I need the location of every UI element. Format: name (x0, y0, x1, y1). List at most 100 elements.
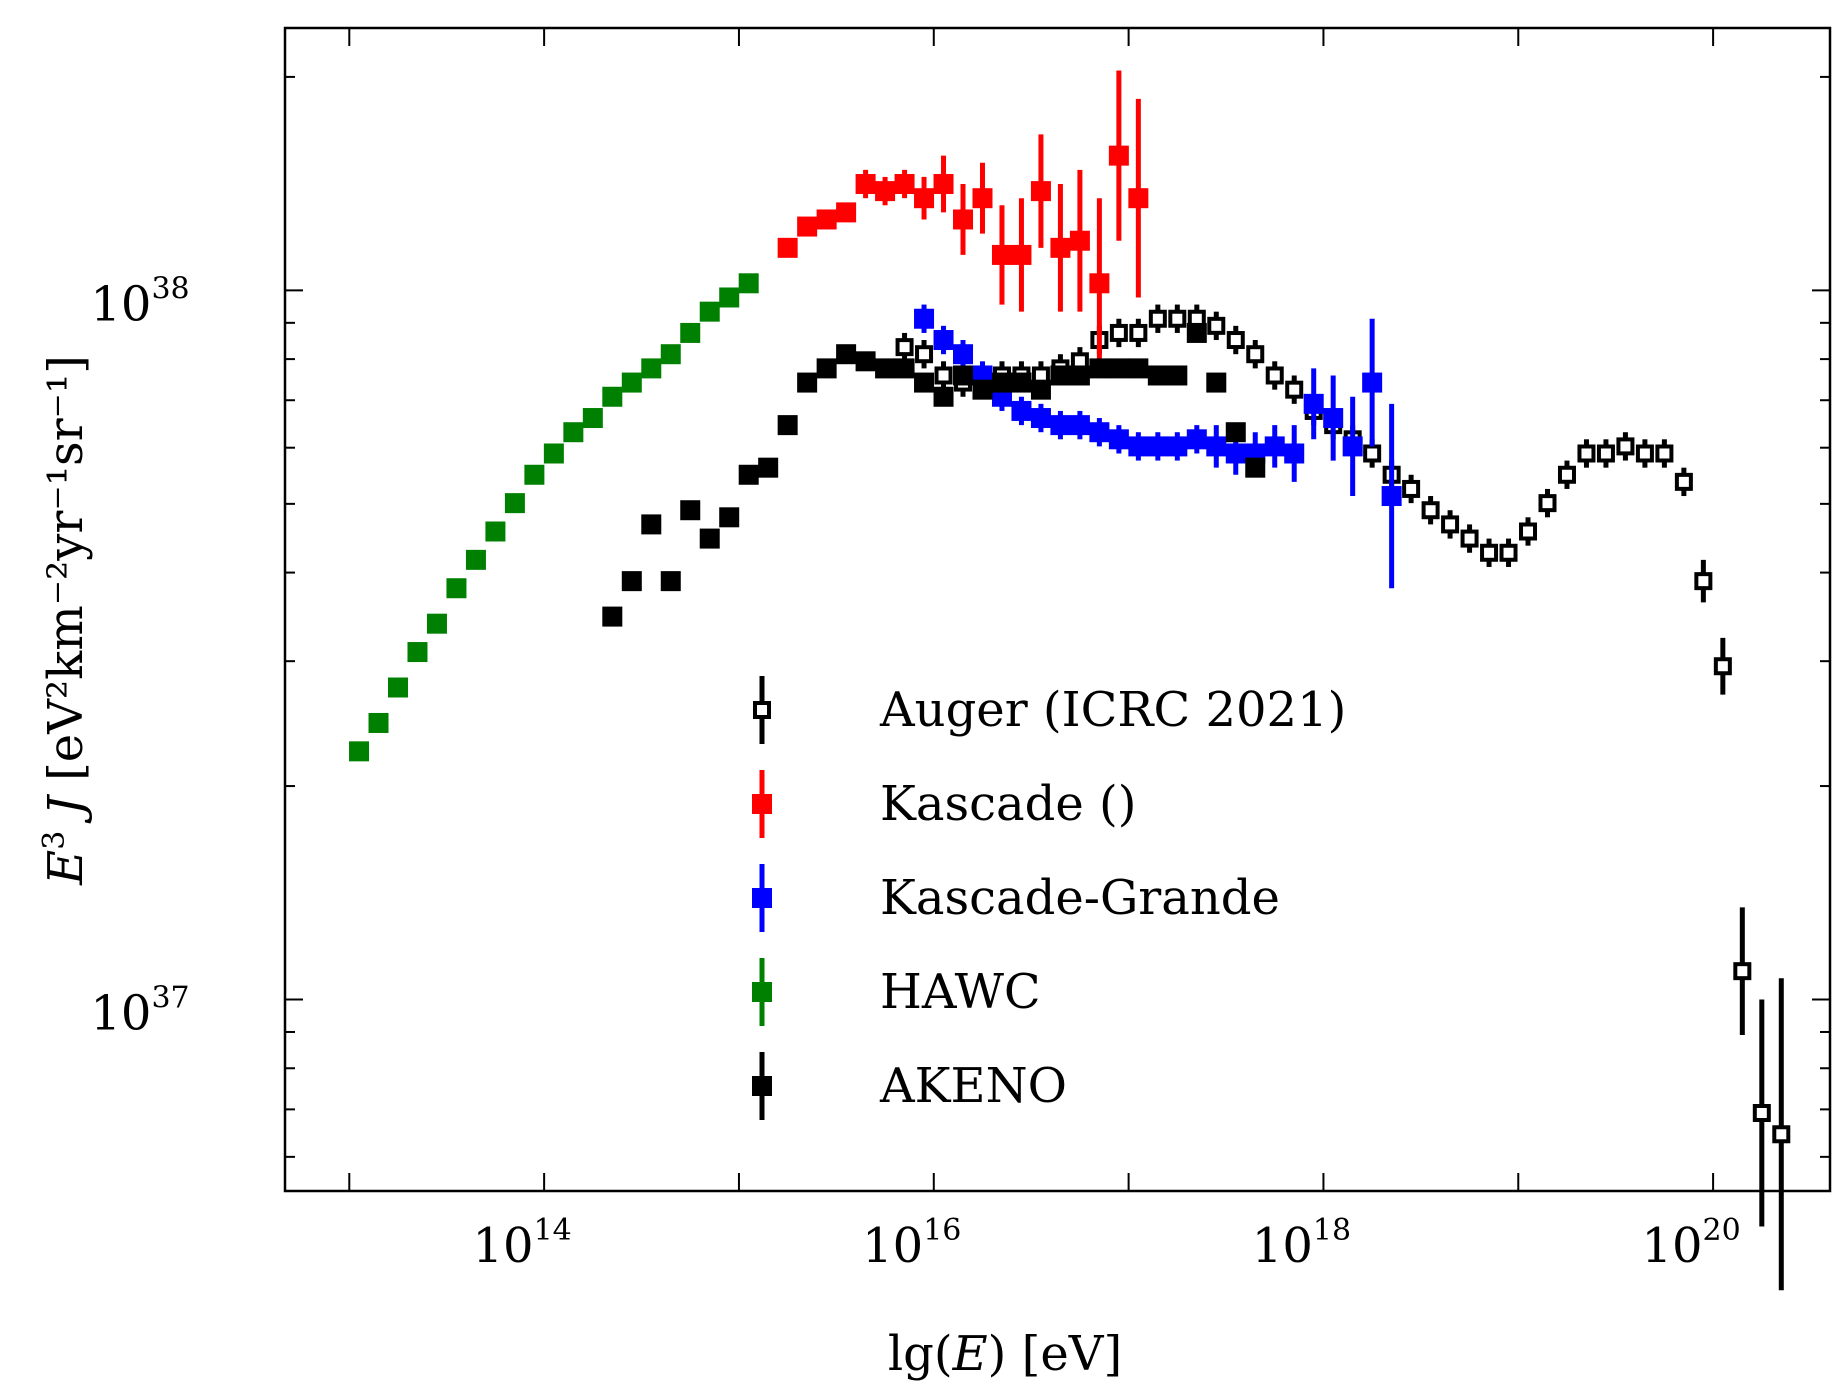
data-point (1030, 408, 1051, 429)
data-point (407, 642, 428, 663)
y-tick-label-exp: 38 (151, 271, 189, 306)
data-point (972, 188, 993, 209)
plot-frame (283, 26, 1832, 1193)
data-point (816, 358, 837, 379)
data-point (1050, 237, 1071, 258)
x-tick-label-exp: 14 (534, 1213, 572, 1248)
data-point (1108, 358, 1129, 379)
data-point (1557, 465, 1576, 484)
data-point (1342, 436, 1363, 457)
data-point (1323, 408, 1344, 429)
data-point (1030, 379, 1051, 400)
data-point (1733, 962, 1752, 981)
data-point (1538, 494, 1557, 513)
legend-label: AKENO (879, 1058, 1067, 1114)
data-point (524, 464, 545, 485)
data-point (1246, 345, 1265, 364)
data-point (895, 338, 914, 357)
data-point (1069, 365, 1090, 386)
y-tick-label: 1037 (90, 981, 189, 1042)
x-tick-label: 1016 (862, 1213, 961, 1274)
data-point (777, 237, 798, 258)
data-point (1186, 429, 1207, 450)
data-point (1713, 657, 1732, 676)
data-point (1362, 372, 1383, 393)
data-point (349, 741, 370, 762)
data-point (894, 358, 915, 379)
data-point (1381, 486, 1402, 507)
data-point (1303, 393, 1324, 414)
data-point (621, 571, 642, 592)
legend-entry: Kascade-Grande (752, 864, 1280, 932)
x-tick-label-base: 10 (1641, 1218, 1702, 1274)
data-point (1128, 436, 1149, 457)
legend-label: Kascade () (880, 776, 1136, 832)
data-point (1460, 529, 1479, 548)
legend-marker (752, 982, 772, 1002)
data-point (875, 358, 896, 379)
data-point (875, 181, 896, 202)
series-akeno (602, 322, 1266, 627)
data-point (485, 521, 506, 542)
data-point (1577, 444, 1596, 463)
data-point (699, 301, 720, 322)
data-point (1011, 400, 1032, 421)
plot-area (349, 70, 1791, 1291)
data-point (680, 500, 701, 521)
data-point (1168, 309, 1187, 328)
x-tick-label-base: 10 (1252, 1218, 1313, 1274)
data-point (933, 174, 954, 195)
data-point (933, 330, 954, 351)
data-point (1186, 322, 1207, 343)
data-point (543, 443, 564, 464)
data-point (836, 344, 857, 365)
data-point (1089, 273, 1110, 294)
data-point (1635, 444, 1654, 463)
data-point (1441, 515, 1460, 534)
legend-entry: HAWC (752, 958, 1041, 1026)
data-point (758, 457, 779, 478)
axis-ticks (285, 28, 1830, 1191)
data-point (953, 365, 974, 386)
data-point (582, 408, 603, 429)
data-point (1655, 444, 1674, 463)
data-point (465, 549, 486, 570)
data-point (1265, 366, 1284, 385)
data-point (1167, 365, 1188, 386)
data-point (388, 677, 409, 698)
data-point (933, 386, 954, 407)
data-point (1167, 436, 1188, 457)
data-point (1519, 522, 1538, 541)
data-point (1363, 444, 1382, 463)
y-tick-label-base: 10 (90, 276, 151, 332)
data-point (660, 344, 681, 365)
data-point (934, 366, 953, 385)
data-point (1089, 422, 1110, 443)
series-kascade-grande (914, 304, 1402, 589)
x-tick-label: 1014 (472, 1213, 571, 1274)
data-point (1284, 443, 1305, 464)
data-point (602, 386, 623, 407)
y-axis-title-var2: J (38, 793, 94, 830)
data-point (738, 273, 759, 294)
data-point (914, 308, 935, 329)
data-point (660, 571, 681, 592)
legend-marker (752, 1076, 772, 1096)
data-point (1206, 372, 1227, 393)
data-point (1089, 358, 1110, 379)
data-point (855, 351, 876, 372)
legend-marker (753, 701, 771, 719)
x-axis-title-var: E (952, 1326, 988, 1382)
data-point (563, 422, 584, 443)
data-point (680, 322, 701, 343)
y-axis-title-unit: [eV²km⁻²yr⁻¹sr⁻¹] (38, 355, 94, 796)
data-point (699, 528, 720, 549)
legend-entry: AKENO (752, 1052, 1067, 1120)
data-point (914, 188, 935, 209)
data-point (1147, 365, 1168, 386)
data-point (1772, 1125, 1791, 1144)
data-point (1148, 309, 1167, 328)
data-point (641, 514, 662, 535)
data-point (1206, 436, 1227, 457)
y-axis-title: E3 J [eV²km⁻²yr⁻¹sr⁻¹] (37, 355, 94, 886)
